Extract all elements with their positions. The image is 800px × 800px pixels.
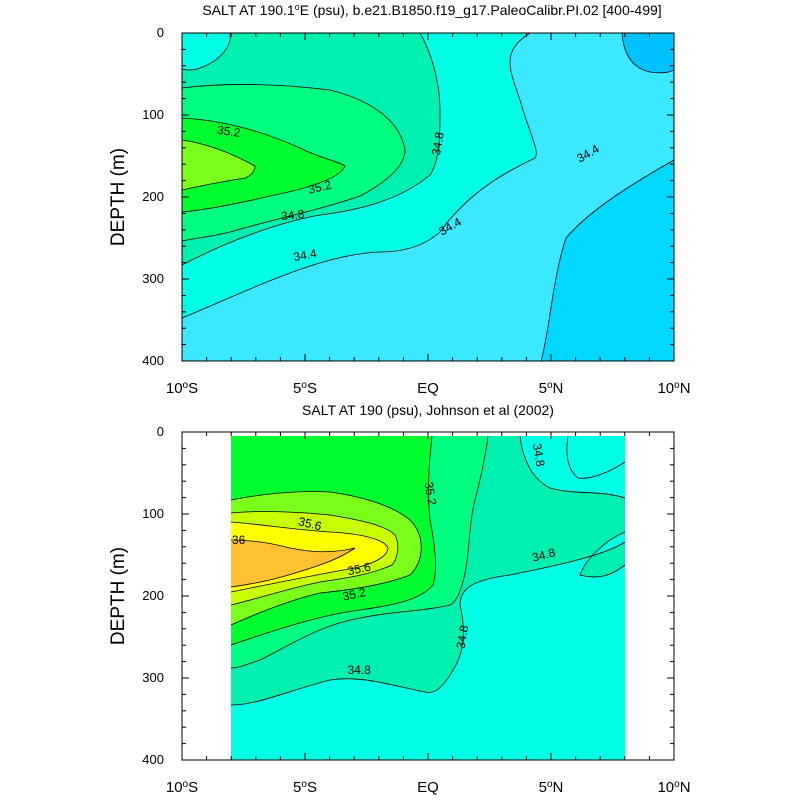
contour-label-text: 34.8 — [280, 207, 305, 223]
contour-34-8-top — [181, 83, 406, 242]
y-tick-label: 100 — [142, 506, 164, 521]
contour-label: 34.8 — [429, 131, 447, 157]
y-tick-label: 400 — [142, 353, 164, 368]
y-tick-label: 300 — [142, 670, 164, 685]
fill-36-0 — [231, 540, 355, 587]
contour-34-6-main — [519, 435, 626, 499]
fill-35-2 — [182, 118, 345, 212]
panel-model: SALT AT 190.1oE (psu), b.e21.B1850.f19_g… — [108, 2, 691, 397]
contour-label: 36 — [232, 533, 246, 547]
x-tick-label: EQ — [417, 779, 439, 796]
contour-label: 35.6 — [297, 514, 323, 533]
contour-label-text: 35.6 — [346, 560, 372, 579]
contour-label: 34.8 — [530, 442, 548, 468]
fill-34-6-pocket — [182, 33, 231, 70]
contour-label: 35.2 — [307, 177, 333, 196]
panel1-ylabel: DEPTH (m) — [108, 148, 129, 246]
x-tick-label: 5oN — [539, 779, 564, 797]
panel1-title: SALT AT 190.1oE (psu), b.e21.B1850.f19_g… — [202, 2, 661, 18]
x-tick-label: 5oN — [539, 380, 564, 398]
contour-label-text: 35.6 — [297, 514, 323, 533]
y-tick-label: 300 — [142, 271, 164, 286]
contour-label: 34.8 — [454, 624, 472, 650]
contour-35-6 — [230, 521, 389, 593]
contour-label-text: 34.8 — [347, 663, 371, 677]
contour-34-6-right — [579, 531, 626, 578]
contour-34-2-deep — [540, 159, 675, 362]
contour-34-6 — [181, 32, 441, 266]
contour-35-4 — [230, 511, 399, 606]
contour-label-text: 34.8 — [429, 131, 447, 157]
x-tick-label: 5oS — [293, 380, 317, 398]
contour-34-6-lower — [230, 541, 626, 706]
y-tick-label: 0 — [157, 25, 164, 40]
contour-label: 35.2 — [341, 585, 367, 604]
contour-label: 35.2 — [216, 123, 241, 140]
contour-35-2 — [181, 139, 256, 191]
fill-35-4 — [182, 140, 255, 190]
contour-34-8 — [230, 435, 489, 669]
contour-label-text: 35.2 — [216, 123, 241, 140]
contour-label-text: 34.4 — [292, 246, 318, 264]
panel2-title: SALT AT 190 (psu), Johnson et al (2002) — [302, 402, 554, 418]
y-tick-label: 400 — [142, 752, 164, 767]
x-tick-label: 10oS — [166, 380, 198, 398]
x-tick-label: 10oS — [166, 779, 198, 797]
contour-35-2 — [230, 491, 422, 626]
contour-35-8 — [230, 539, 356, 588]
contour-34-6-pocket — [181, 32, 231, 71]
contour-35-0 — [230, 435, 436, 646]
x-tick-label: 10oN — [657, 380, 690, 398]
contour-34-4 — [181, 32, 537, 319]
panel2-contour-lines — [230, 435, 626, 706]
fill-34-2-top — [622, 33, 674, 73]
contour-label-text: 34.8 — [530, 442, 548, 468]
contour-label: 35.2 — [422, 481, 440, 507]
panel2-contour-labels: 36 35.6 35.6 35.2 35.2 34.8 34.8 34.8 34.8 — [232, 442, 557, 677]
x-tick-label: EQ — [417, 380, 439, 397]
fill-34-2-deep — [541, 160, 674, 361]
contour-label: 34.4 — [292, 246, 318, 264]
fill-34-6-pocket — [566, 436, 625, 479]
panel-observed: SALT AT 190 (psu), Johnson et al (2002) — [108, 402, 691, 796]
contour-label: 34.8 — [531, 545, 557, 564]
contour-34-6-pocket — [566, 435, 626, 479]
y-tick-label: 200 — [142, 588, 164, 603]
contour-label: 34.8 — [347, 663, 371, 677]
contour-label-text: 34.8 — [454, 624, 472, 650]
contour-34-2-top — [621, 32, 675, 74]
panel2-fills — [231, 436, 625, 760]
y-tick-label: 200 — [142, 189, 164, 204]
x-tick-label: 5oS — [293, 779, 317, 797]
panel1-contour-lines — [181, 32, 675, 362]
x-tick-label: 10oN — [657, 779, 690, 797]
y-tick-label: 100 — [142, 107, 164, 122]
panel1-fills — [182, 33, 674, 361]
contour-label-text: 35.2 — [422, 481, 440, 507]
contour-label: 35.6 — [346, 560, 372, 579]
panel2-ylabel: DEPTH (m) — [108, 547, 129, 645]
contour-label-text: 34.8 — [531, 545, 557, 564]
contour-label-text: 36 — [232, 533, 246, 547]
y-tick-label: 0 — [157, 424, 164, 439]
contour-label: 34.8 — [280, 207, 305, 223]
contour-label-text: 35.2 — [307, 177, 333, 196]
contour-35-0 — [181, 117, 346, 213]
contour-label-text: 35.2 — [341, 585, 367, 604]
